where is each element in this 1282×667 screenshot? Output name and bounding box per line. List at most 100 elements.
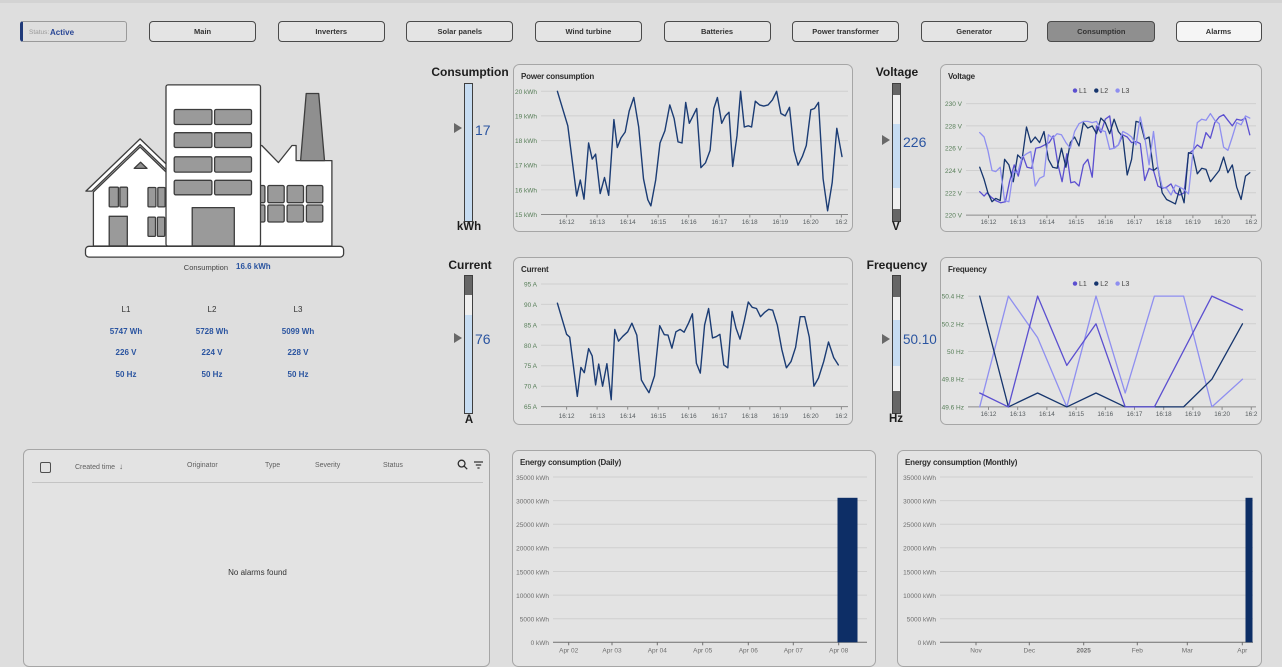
svg-text:10000 kWh: 10000 kWh bbox=[903, 593, 936, 600]
svg-text:16:12: 16:12 bbox=[559, 413, 575, 420]
svg-text:15000 kWh: 15000 kWh bbox=[903, 569, 936, 576]
svg-text:16:18: 16:18 bbox=[1156, 219, 1172, 226]
svg-text:16:19: 16:19 bbox=[1185, 219, 1201, 226]
svg-text:222 V: 222 V bbox=[945, 190, 963, 197]
svg-text:16:14: 16:14 bbox=[620, 219, 636, 226]
svg-text:L3: L3 bbox=[1122, 88, 1130, 95]
svg-text:L2: L2 bbox=[1100, 88, 1108, 95]
svg-text:70 A: 70 A bbox=[524, 384, 538, 391]
svg-text:16:12: 16:12 bbox=[981, 219, 997, 226]
svg-text:16:12: 16:12 bbox=[559, 219, 575, 226]
svg-text:16:20: 16:20 bbox=[1214, 219, 1230, 226]
svg-text:18 kWh: 18 kWh bbox=[515, 138, 537, 145]
svg-text:25000 kWh: 25000 kWh bbox=[516, 522, 549, 529]
svg-text:16:16: 16:16 bbox=[681, 219, 697, 226]
svg-text:16:17: 16:17 bbox=[1127, 219, 1143, 226]
svg-text:224 V: 224 V bbox=[945, 168, 963, 175]
svg-text:16:19: 16:19 bbox=[772, 219, 788, 226]
svg-text:16:20: 16:20 bbox=[1214, 411, 1230, 418]
svg-text:L3: L3 bbox=[1122, 281, 1130, 288]
svg-text:20 kWh: 20 kWh bbox=[515, 89, 537, 96]
svg-text:95 A: 95 A bbox=[524, 282, 538, 289]
svg-text:35000 kWh: 35000 kWh bbox=[903, 475, 936, 482]
svg-text:16:17: 16:17 bbox=[711, 219, 727, 226]
svg-text:Dec: Dec bbox=[1024, 647, 1036, 654]
svg-text:230 V: 230 V bbox=[945, 101, 963, 108]
svg-text:16:13: 16:13 bbox=[1010, 411, 1026, 418]
svg-text:25000 kWh: 25000 kWh bbox=[903, 522, 936, 529]
svg-text:16:15: 16:15 bbox=[650, 219, 666, 226]
svg-text:5000 kWh: 5000 kWh bbox=[520, 617, 550, 624]
svg-text:16:15: 16:15 bbox=[1068, 411, 1084, 418]
svg-text:16:19: 16:19 bbox=[772, 413, 788, 420]
svg-text:Mar: Mar bbox=[1182, 647, 1194, 654]
svg-text:16:16: 16:16 bbox=[1097, 219, 1113, 226]
svg-text:16:19: 16:19 bbox=[1185, 411, 1201, 418]
svg-text:16:14: 16:14 bbox=[1039, 411, 1055, 418]
svg-text:16:2: 16:2 bbox=[835, 413, 848, 420]
svg-text:15000 kWh: 15000 kWh bbox=[516, 569, 549, 576]
svg-text:35000 kWh: 35000 kWh bbox=[516, 475, 549, 482]
svg-text:16:2: 16:2 bbox=[1245, 219, 1258, 226]
svg-text:228 V: 228 V bbox=[945, 123, 963, 130]
svg-text:Apr 02: Apr 02 bbox=[559, 647, 579, 654]
svg-text:Voltage: Voltage bbox=[948, 72, 976, 81]
svg-text:L1: L1 bbox=[1079, 88, 1087, 95]
svg-text:0 kWh: 0 kWh bbox=[918, 640, 937, 647]
svg-text:L2: L2 bbox=[1100, 281, 1108, 288]
svg-text:49.6 Hz: 49.6 Hz bbox=[942, 404, 964, 411]
svg-text:85 A: 85 A bbox=[524, 322, 538, 329]
svg-text:Apr 03: Apr 03 bbox=[602, 647, 622, 654]
svg-text:49.8 Hz: 49.8 Hz bbox=[942, 377, 964, 384]
svg-text:Nov: Nov bbox=[970, 647, 982, 654]
svg-text:16:14: 16:14 bbox=[1039, 219, 1055, 226]
svg-text:50 Hz: 50 Hz bbox=[947, 349, 964, 356]
svg-text:16:16: 16:16 bbox=[681, 413, 697, 420]
svg-text:10000 kWh: 10000 kWh bbox=[516, 593, 549, 600]
svg-text:19 kWh: 19 kWh bbox=[515, 113, 537, 120]
svg-text:L1: L1 bbox=[1079, 281, 1087, 288]
svg-text:16:18: 16:18 bbox=[742, 219, 758, 226]
svg-text:16:13: 16:13 bbox=[1010, 219, 1026, 226]
svg-text:90 A: 90 A bbox=[524, 302, 538, 309]
svg-text:2025: 2025 bbox=[1076, 647, 1091, 654]
svg-text:Frequency: Frequency bbox=[948, 265, 987, 274]
svg-text:Apr 08: Apr 08 bbox=[829, 647, 849, 654]
svg-text:20000 kWh: 20000 kWh bbox=[903, 546, 936, 553]
svg-text:Apr 05: Apr 05 bbox=[693, 647, 713, 654]
svg-text:50.4 Hz: 50.4 Hz bbox=[942, 294, 964, 301]
svg-text:20000 kWh: 20000 kWh bbox=[516, 546, 549, 553]
svg-text:16:2: 16:2 bbox=[835, 219, 848, 226]
svg-text:226 V: 226 V bbox=[945, 146, 963, 153]
svg-text:Apr 06: Apr 06 bbox=[739, 647, 759, 654]
svg-text:16:18: 16:18 bbox=[1156, 411, 1172, 418]
svg-text:Apr 07: Apr 07 bbox=[784, 647, 804, 654]
svg-text:16:13: 16:13 bbox=[589, 413, 605, 420]
svg-text:Energy consumption (Daily): Energy consumption (Daily) bbox=[520, 458, 622, 467]
svg-text:75 A: 75 A bbox=[524, 363, 538, 370]
svg-text:16:20: 16:20 bbox=[803, 219, 819, 226]
svg-text:Apr: Apr bbox=[1237, 647, 1248, 654]
svg-text:17 kWh: 17 kWh bbox=[515, 163, 537, 170]
svg-text:16:2: 16:2 bbox=[1245, 411, 1258, 418]
svg-text:16:17: 16:17 bbox=[1127, 411, 1143, 418]
svg-text:16:12: 16:12 bbox=[981, 411, 997, 418]
svg-text:65 A: 65 A bbox=[524, 404, 538, 411]
svg-text:16:14: 16:14 bbox=[620, 413, 636, 420]
svg-text:Current: Current bbox=[521, 265, 549, 274]
svg-text:16:13: 16:13 bbox=[589, 219, 605, 226]
svg-text:30000 kWh: 30000 kWh bbox=[516, 498, 549, 505]
svg-text:5000 kWh: 5000 kWh bbox=[907, 617, 937, 624]
svg-text:16 kWh: 16 kWh bbox=[515, 187, 537, 194]
svg-text:16:15: 16:15 bbox=[650, 413, 666, 420]
svg-text:16:16: 16:16 bbox=[1097, 411, 1113, 418]
svg-text:80 A: 80 A bbox=[524, 343, 538, 350]
svg-text:16:20: 16:20 bbox=[803, 413, 819, 420]
svg-text:16:15: 16:15 bbox=[1068, 219, 1084, 226]
svg-text:16:18: 16:18 bbox=[742, 413, 758, 420]
svg-text:Feb: Feb bbox=[1132, 647, 1144, 654]
svg-text:15 kWh: 15 kWh bbox=[515, 212, 537, 219]
svg-text:16:17: 16:17 bbox=[711, 413, 727, 420]
svg-text:Energy consumption (Monthly): Energy consumption (Monthly) bbox=[905, 458, 1018, 467]
svg-text:Apr 04: Apr 04 bbox=[648, 647, 668, 654]
